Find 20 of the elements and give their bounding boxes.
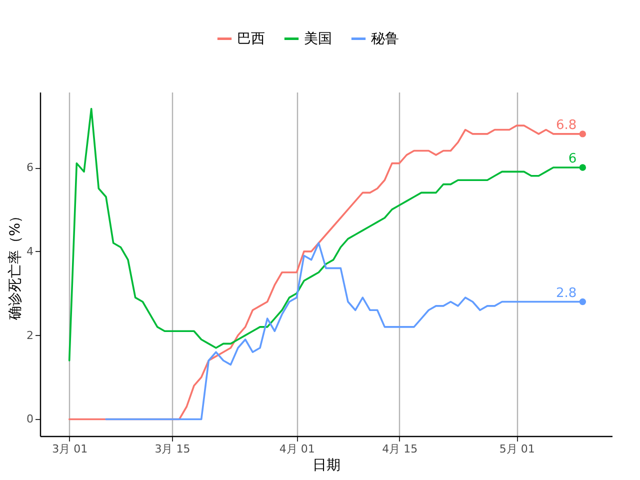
x-axis-title: 日期 (312, 458, 340, 474)
point (579, 298, 586, 306)
x-tick-label: 5月 01 (499, 442, 535, 456)
x-tick-label: 3月 15 (154, 442, 190, 456)
y-axis-title: 确诊死亡率（%） (8, 208, 24, 322)
point (579, 130, 586, 138)
data-label: 6.8 (556, 118, 577, 133)
x-tick-label: 4月 01 (279, 442, 315, 456)
point (579, 164, 586, 171)
data-label: 6 (568, 152, 577, 167)
y-tick-label: 6 (26, 161, 34, 174)
y-tick-label: 4 (26, 244, 34, 258)
y-tick-label: 2 (26, 328, 34, 342)
legend-label: 美国 (304, 30, 332, 47)
y-tick-label: 0 (26, 412, 34, 426)
legend-label: 巴西 (237, 30, 265, 47)
data-label: 2.8 (556, 286, 577, 301)
legend-label: 秘鲁 (371, 30, 399, 47)
x-tick-label: 3月 01 (52, 442, 88, 456)
x-tick-label: 4月 15 (382, 442, 418, 456)
